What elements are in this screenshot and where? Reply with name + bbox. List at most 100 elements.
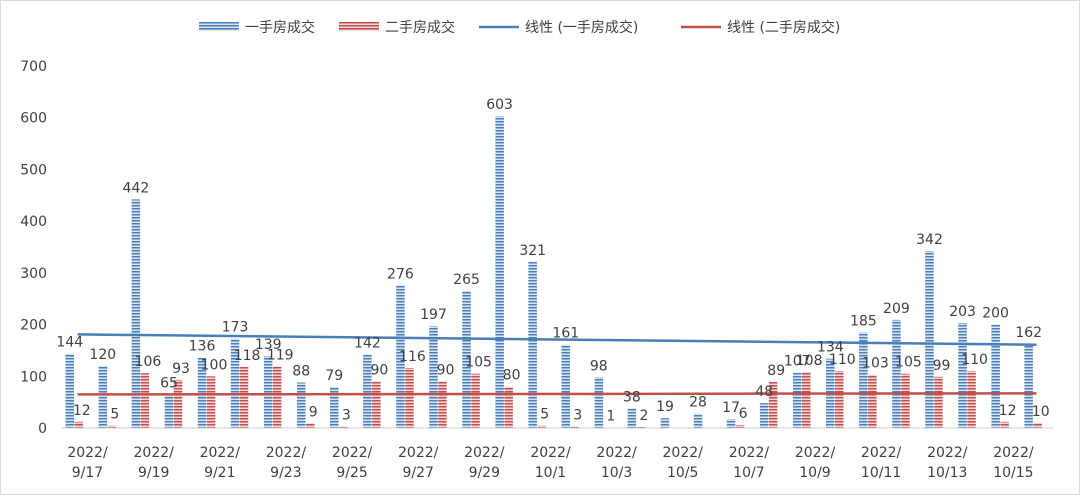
x-tick-label: 2022/ bbox=[200, 445, 241, 461]
bar bbox=[372, 381, 381, 428]
legend-label: 线性 (二手房成交) bbox=[727, 19, 840, 36]
y-tick-label: 700 bbox=[20, 59, 47, 75]
bar bbox=[239, 367, 249, 428]
bar bbox=[1024, 344, 1033, 428]
data-label: 105 bbox=[465, 355, 492, 371]
bar bbox=[859, 332, 868, 428]
data-label: 98 bbox=[590, 358, 608, 374]
bar bbox=[958, 323, 967, 428]
x-tick-label: 10/15 bbox=[993, 465, 1033, 481]
bar bbox=[967, 371, 976, 428]
x-tick-label: 2022/ bbox=[927, 445, 968, 461]
bar bbox=[131, 199, 141, 428]
bar bbox=[925, 251, 934, 428]
bar bbox=[438, 381, 447, 428]
y-tick-label: 300 bbox=[20, 266, 47, 282]
data-label: 265 bbox=[453, 272, 480, 288]
data-label: 100 bbox=[201, 357, 228, 373]
bar bbox=[272, 366, 282, 428]
data-label: 134 bbox=[817, 340, 844, 356]
data-label: 118 bbox=[234, 348, 261, 364]
bar bbox=[173, 379, 183, 428]
data-label: 161 bbox=[552, 326, 579, 342]
bar bbox=[263, 356, 273, 428]
bar bbox=[495, 116, 504, 428]
x-tick-label: 10/3 bbox=[601, 465, 632, 481]
bar bbox=[98, 365, 108, 428]
y-tick-label: 100 bbox=[20, 369, 47, 385]
data-label: 162 bbox=[1015, 325, 1042, 341]
data-label: 107 bbox=[784, 354, 811, 370]
bar bbox=[594, 377, 604, 428]
data-label: 142 bbox=[354, 336, 381, 352]
bar bbox=[934, 376, 943, 428]
x-axis: 2022/9/17 2022/9/19 2022/9/21 2022/9/23 2022… bbox=[61, 427, 1053, 481]
data-label: 120 bbox=[89, 347, 116, 363]
bar bbox=[297, 382, 306, 428]
x-tick-label: 2022/ bbox=[596, 445, 637, 461]
bar bbox=[462, 291, 471, 428]
bars bbox=[65, 116, 1042, 428]
bar bbox=[306, 423, 315, 428]
y-tick-label: 600 bbox=[20, 111, 47, 127]
bar bbox=[561, 344, 570, 428]
y-tick-label: 500 bbox=[20, 162, 47, 178]
data-label: 2 bbox=[639, 408, 648, 424]
bar bbox=[429, 326, 438, 428]
data-label: 80 bbox=[503, 368, 521, 384]
data-label: 19 bbox=[656, 399, 674, 415]
legend: 一手房成交 二手房成交 线性 (一手房成交) 线性 (二手房成交) bbox=[199, 19, 840, 36]
bar bbox=[363, 354, 372, 428]
data-label: 5 bbox=[110, 406, 119, 422]
bar bbox=[1000, 421, 1009, 428]
x-tick-label: 10/9 bbox=[799, 465, 830, 481]
bar bbox=[570, 426, 579, 428]
data-label: 442 bbox=[123, 180, 150, 196]
data-label: 108 bbox=[796, 353, 823, 369]
x-tick-label: 9/21 bbox=[204, 465, 235, 481]
bar bbox=[892, 319, 901, 428]
data-label: 105 bbox=[895, 355, 922, 371]
x-tick-label: 9/19 bbox=[138, 465, 169, 481]
legend-label: 一手房成交 bbox=[245, 19, 315, 36]
bar bbox=[1033, 422, 1042, 428]
data-label: 17 bbox=[722, 400, 740, 416]
bar bbox=[107, 425, 117, 428]
data-label: 38 bbox=[623, 389, 641, 405]
x-tick-label: 9/23 bbox=[270, 465, 301, 481]
data-label: 203 bbox=[949, 304, 976, 320]
bar bbox=[330, 387, 339, 428]
trendline bbox=[77, 333, 1037, 346]
y-tick-label: 200 bbox=[20, 318, 47, 334]
trendlines bbox=[77, 333, 1037, 396]
x-tick-label: 9/25 bbox=[336, 465, 367, 481]
data-label: 93 bbox=[172, 361, 190, 377]
bar bbox=[537, 425, 546, 428]
x-tick-label: 2022/ bbox=[134, 445, 175, 461]
bar bbox=[504, 386, 513, 428]
bar bbox=[140, 373, 150, 428]
bar bbox=[206, 376, 216, 428]
bar bbox=[768, 382, 778, 428]
bar bbox=[901, 373, 910, 428]
legend-label: 线性 (一手房成交) bbox=[525, 19, 638, 36]
x-tick-label: 2022/ bbox=[663, 445, 704, 461]
x-tick-label: 2022/ bbox=[67, 445, 108, 461]
x-tick-label: 2022/ bbox=[398, 445, 439, 461]
legend-swatch bbox=[199, 22, 239, 31]
x-tick-label: 2022/ bbox=[332, 445, 373, 461]
x-tick-label: 9/27 bbox=[402, 465, 433, 481]
x-tick-label: 10/1 bbox=[535, 465, 566, 481]
data-label: 197 bbox=[420, 307, 447, 323]
y-axis: 0 100 200 300 400 500 600 700 bbox=[20, 59, 47, 437]
x-tick-label: 2022/ bbox=[993, 445, 1034, 461]
data-label: 276 bbox=[387, 266, 414, 282]
data-label: 116 bbox=[399, 349, 426, 365]
data-label: 110 bbox=[961, 352, 988, 368]
bar bbox=[835, 371, 844, 428]
bar bbox=[759, 403, 769, 428]
data-label: 103 bbox=[862, 356, 889, 372]
data-label: 79 bbox=[325, 368, 343, 384]
bar bbox=[65, 353, 74, 428]
bar bbox=[793, 372, 802, 428]
